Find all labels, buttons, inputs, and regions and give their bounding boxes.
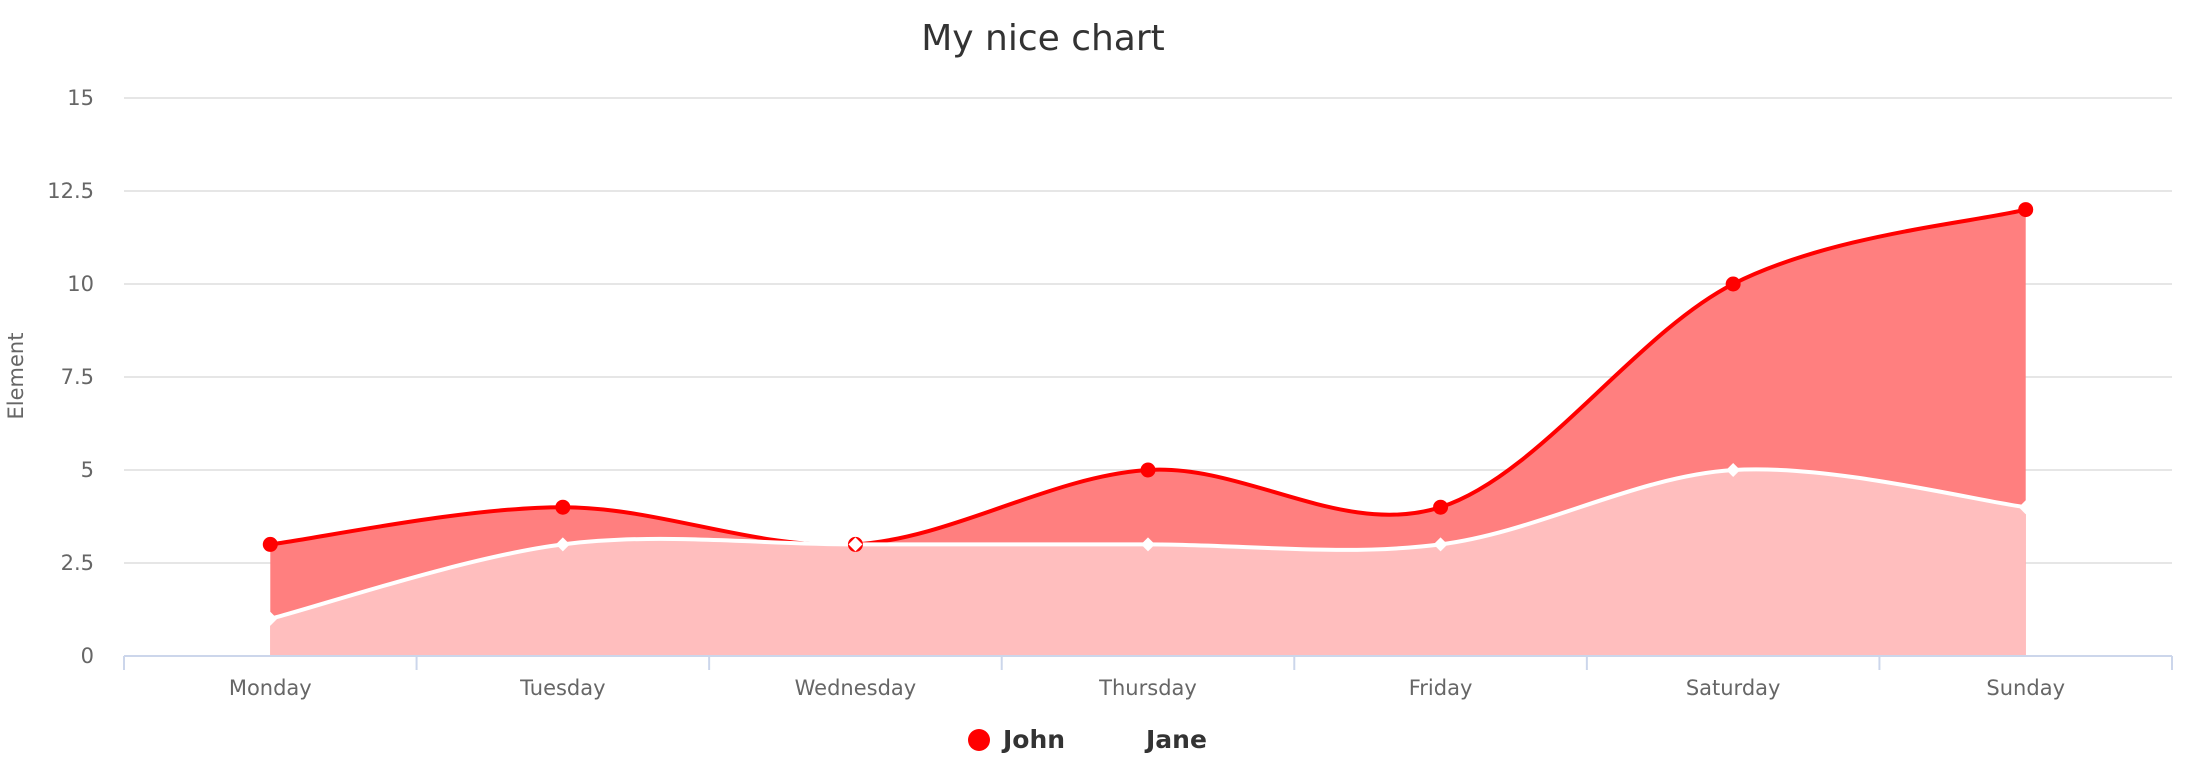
chart-title: My nice chart: [921, 18, 1165, 59]
data-point-jane[interactable]: [1433, 537, 1448, 552]
series-area-jane: [270, 469, 2026, 656]
legend-item-jane[interactable]: Jane: [1111, 725, 1207, 754]
data-point-john[interactable]: [555, 499, 571, 515]
x-tick-label: Thursday: [1098, 676, 1197, 700]
data-point-jane[interactable]: [1141, 537, 1155, 552]
data-point-john[interactable]: [262, 536, 278, 552]
data-point-jane[interactable]: [555, 537, 570, 552]
legend-label-jane: Jane: [1144, 725, 1207, 754]
x-tick-label: Saturday: [1686, 676, 1781, 700]
x-tick-label: Sunday: [1986, 676, 2065, 700]
y-axis-title: Element: [4, 333, 28, 420]
data-point-jane[interactable]: [848, 537, 863, 552]
series-areas: [269, 207, 2027, 656]
legend-marker-john: [968, 729, 990, 751]
x-axis: [123, 655, 2173, 670]
legend-label-john: John: [1001, 725, 1065, 754]
data-point-john[interactable]: [2018, 202, 2034, 218]
data-point-john[interactable]: [1725, 276, 1741, 292]
x-tick-label: Wednesday: [795, 676, 917, 700]
data-point-jane[interactable]: [1726, 463, 1741, 477]
y-tick-label: 15: [67, 86, 94, 110]
data-point-jane[interactable]: [2018, 500, 2033, 515]
y-tick-label: 12.5: [47, 179, 94, 203]
y-tick-label: 0: [81, 644, 94, 668]
tick-labels: 0 2.5 5 7.5 10 12.5 15 Monday Tuesday Wednesday Th…: [47, 86, 2065, 700]
x-tick-label: Tuesday: [519, 676, 605, 700]
y-tick-label: 10: [67, 272, 94, 296]
legend-item-john[interactable]: John: [968, 725, 1065, 754]
series-markers: [262, 202, 2034, 626]
data-point-jane[interactable]: [263, 611, 278, 626]
legend: John Jane: [968, 725, 1207, 754]
y-tick-label: 2.5: [61, 551, 94, 575]
y-tick-label: 7.5: [61, 365, 94, 389]
x-tick-label: Monday: [229, 676, 312, 700]
y-tick-label: 5: [81, 458, 94, 482]
data-point-john[interactable]: [1433, 499, 1449, 515]
x-tick-label: Friday: [1409, 676, 1473, 700]
legend-marker-jane: [1111, 729, 1133, 751]
data-point-john[interactable]: [1140, 462, 1156, 478]
